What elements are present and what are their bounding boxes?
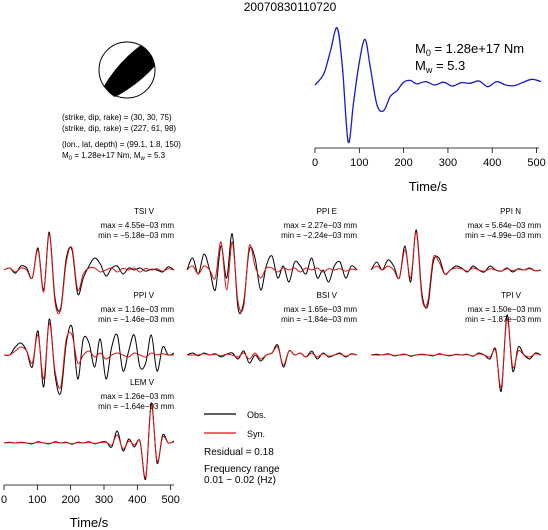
station-min-amplitude: min = −1.64e−03 mm	[98, 402, 174, 411]
waveform-x-axis-label: Time/s	[70, 515, 109, 530]
station-label: PPI E	[317, 207, 337, 216]
station-max-amplitude: max = 1.50e−03 mm	[468, 305, 542, 314]
observed-waveform-line	[3, 318, 175, 395]
station-min-amplitude: min = −5.18e−03 mm	[98, 231, 174, 240]
stf-m0-label: M0 = 1.28e+17 Nm	[415, 41, 524, 58]
station-max-amplitude: max = 4.55e−03 mm	[101, 221, 175, 230]
stf-x-tick-label: 500	[527, 157, 545, 169]
station-label: BSI V	[317, 291, 338, 300]
stf-x-tick-label: 300	[439, 157, 457, 169]
station-min-amplitude: min = −1.84e−03 mm	[281, 315, 357, 324]
waveform-x-tick-label: 0	[1, 494, 7, 506]
stf-x-axis-label: Time/s	[409, 179, 448, 194]
station-max-amplitude: max = 1.65e−03 mm	[284, 305, 358, 314]
station-min-amplitude: min = −1.46e−03 mm	[98, 315, 174, 324]
station-min-amplitude: min = −4.99e−03 mm	[465, 231, 541, 240]
observed-waveform-line	[370, 314, 542, 392]
moment-magnitude-line: M0 = 1.28e+17 Nm, Mw = 5.3	[62, 151, 166, 162]
source-time-function-plot: 0 100 200 300 400 500 Time/s M0 = 1.28e+17 Nm…	[312, 27, 546, 194]
nodal-plane-2: (strike, dip, rake) = (227, 61, 98)	[62, 124, 176, 133]
location-depth: (lon., lat, depth) = (99.1, 1.8, 150)	[62, 140, 181, 149]
focal-mechanism-beachball	[98, 41, 156, 99]
legend-obs-label: Obs.	[247, 410, 266, 420]
legend-syn-label: Syn.	[247, 429, 265, 439]
station-min-amplitude: min = −1.87e−03 mm	[465, 315, 541, 324]
legend: Obs. Syn. Residual = 0.18 Frequency rang…	[204, 410, 280, 486]
figure-title: 20070830110720	[244, 0, 337, 14]
waveform-x-tick-label: 400	[128, 494, 146, 506]
residual-text: Residual = 0.18	[204, 447, 274, 458]
station-max-amplitude: max = 5.64e−03 mm	[468, 221, 542, 230]
waveform-x-tick-label: 500	[161, 494, 179, 506]
waveform-x-tick-label: 200	[61, 494, 79, 506]
synthetic-waveform-line	[3, 233, 175, 315]
station-max-amplitude: max = 2.27e−03 mm	[284, 221, 358, 230]
synthetic-waveform-line	[370, 231, 542, 308]
synthetic-waveform-line	[371, 318, 542, 388]
stf-x-tick-label: 400	[483, 157, 501, 169]
frequency-range-title: Frequency range	[204, 464, 280, 475]
station-min-amplitude: min = −2.24e−03 mm	[281, 231, 357, 240]
observed-waveform-line	[186, 233, 358, 315]
frequency-range-value: 0.01 − 0.02 (Hz)	[204, 475, 276, 486]
stf-mw-label: Mw = 5.3	[415, 58, 465, 75]
beachball-compressional-quadrant	[104, 45, 155, 97]
synthetic-waveform-line	[187, 346, 358, 366]
stf-x-tick-label: 0	[312, 157, 318, 169]
waveform-time-axis: 0 100 200 300 400 500 Time/s	[1, 484, 180, 530]
waveform-x-tick-label: 300	[95, 494, 113, 506]
station-label: PPI V	[134, 291, 155, 300]
stf-x-tick-label: 200	[394, 157, 412, 169]
nodal-plane-1: (strike, dip, rake) = (30, 30, 75)	[62, 113, 172, 122]
synthetic-waveform-line	[3, 322, 175, 389]
synthetic-waveform-line	[186, 241, 358, 313]
station-label: TSI V	[134, 207, 155, 216]
stf-x-tick-label: 100	[350, 157, 368, 169]
station-max-amplitude: max = 1.16e−03 mm	[101, 305, 175, 314]
stf-series-line	[314, 27, 542, 144]
waveform-x-tick-label: 100	[28, 494, 46, 506]
station-max-amplitude: max = 1.26e−03 mm	[101, 392, 175, 401]
synthetic-waveform-line	[3, 404, 175, 478]
station-label: TPI V	[501, 291, 522, 300]
station-label: PPI N	[500, 207, 521, 216]
station-label: LEM V	[130, 378, 155, 387]
